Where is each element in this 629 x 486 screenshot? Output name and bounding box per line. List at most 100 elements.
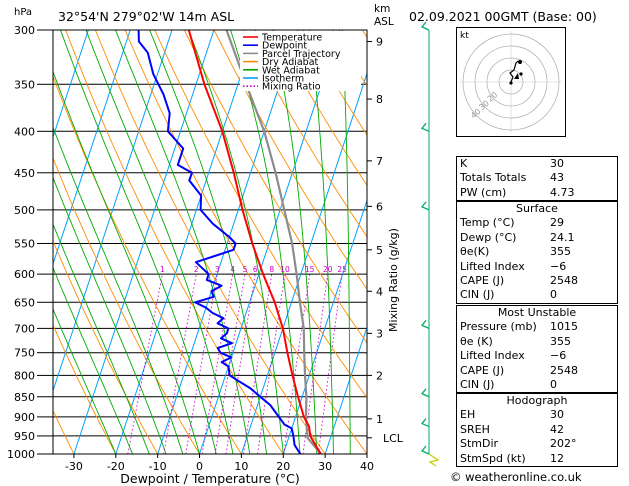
mixing-ratio-line	[225, 274, 256, 454]
most-unstable-title: Most Unstable	[497, 306, 577, 319]
index-label: PW (cm)	[460, 185, 507, 199]
surface-label: θe(K)	[460, 245, 490, 259]
mixing-ratio-line	[243, 274, 273, 454]
x-tick-label: 10	[234, 460, 248, 473]
x-tick-label: -10	[149, 460, 167, 473]
hodo-row: StmSpd (kt) 12	[457, 452, 617, 466]
wet-adiabat-line	[341, 30, 351, 454]
storm-motion-arrow	[514, 73, 519, 79]
mu-label: Lifted Index	[460, 349, 525, 363]
hodo-label: StmDir	[460, 437, 499, 451]
hodo-value: 12	[550, 451, 564, 465]
hodograph-point	[519, 72, 523, 76]
surface-value: 2548	[550, 273, 578, 287]
axes: 3003504004505005506006507007508008509009…	[7, 24, 404, 473]
pressure-tick-label: 600	[14, 268, 35, 281]
x-tick-label: 0	[196, 460, 203, 473]
mixing-ratio-tick-label: 25	[337, 265, 347, 274]
legend-background	[240, 31, 361, 91]
wet-adiabat-line	[85, 30, 234, 454]
wet-adiabat-line	[309, 30, 334, 454]
surface-label: CIN (J)	[460, 288, 495, 302]
isotherm-line	[157, 30, 299, 454]
wind-barb	[420, 418, 430, 428]
index-row: PW (cm) 4.73	[457, 186, 617, 200]
index-value: 4.73	[550, 185, 575, 199]
wet-adiabat-line	[53, 266, 133, 454]
dry-adiabat-line	[94, 30, 326, 454]
dry-adiabat-line	[273, 30, 367, 187]
mixing-ratio-line	[127, 274, 163, 454]
asl-label: ASL	[374, 16, 394, 28]
wet-adiabat-line	[271, 30, 318, 454]
surface-label: Temp (°C)	[460, 216, 515, 230]
plot-frame	[52, 29, 368, 455]
isotherm-line	[199, 30, 341, 454]
mixing-ratio-tick-label: 3	[215, 265, 220, 274]
isotherm-line	[240, 72, 367, 454]
mixing-ratio-line	[214, 274, 246, 454]
mixing-ratio-tick-label: 15	[305, 265, 315, 274]
x-tick-label: 40	[360, 460, 374, 473]
dewpoint-line	[137, 30, 302, 454]
mixing-ratio-line	[283, 274, 311, 454]
x-tick-label: 20	[276, 460, 290, 473]
dry-adiabat-line	[243, 30, 367, 238]
hodograph-table-title: Hodograph	[506, 394, 568, 407]
wind-barbs	[420, 21, 440, 467]
km-label: km	[374, 3, 391, 15]
surface-value: −6	[550, 259, 567, 273]
index-value: 30	[550, 157, 564, 170]
mixing-ratio-tick-label: 8	[269, 265, 274, 274]
mixing-ratio-tick-label: 2	[194, 265, 199, 274]
mu-row: CIN (J) 0	[457, 378, 617, 392]
wind-barb	[420, 201, 430, 211]
km-tick-label: 6	[376, 200, 383, 213]
surface-label: CAPE (J)	[460, 273, 505, 287]
wet-adiabat-line	[53, 307, 117, 454]
mu-value: 2548	[550, 363, 578, 377]
km-tick-label: 1	[376, 413, 383, 426]
wind-barb	[420, 388, 430, 398]
mixing-ratio-line	[257, 274, 286, 454]
km-tick-label: 9	[376, 36, 383, 49]
temperature-line	[187, 30, 322, 454]
hodograph-point	[518, 60, 522, 64]
pressure-tick-label: 750	[14, 347, 35, 360]
mu-value: −6	[550, 349, 567, 363]
mixing-ratio-tick-label: 6	[253, 265, 258, 274]
dry-adiabat-line	[53, 239, 159, 454]
km-tick-label: 7	[376, 155, 383, 168]
isotherm-line	[73, 30, 215, 454]
index-row: Totals Totals 43	[457, 171, 617, 185]
pressure-tick-label: 500	[14, 204, 35, 217]
mixing-ratio-tick-label: 20	[323, 265, 333, 274]
dry-adiabat-line	[154, 30, 367, 399]
dry-adiabat-line	[53, 323, 117, 454]
km-tick-label: 2	[376, 369, 383, 382]
datetime-title: 02.09.2021 00GMT (Base: 00)	[409, 9, 597, 24]
isotherm-line	[53, 30, 89, 139]
mu-label: CAPE (J)	[460, 363, 505, 377]
mixing-ratio-tick-label: 5	[243, 265, 248, 274]
dry-adiabat-line	[65, 30, 284, 454]
surface-row: Dewp (°C) 24.1	[457, 231, 617, 245]
mu-row: CAPE (J) 2548	[457, 364, 617, 378]
wind-barb	[420, 319, 430, 329]
surface-table: Surface Temp (°C) 29 Dewp (°C) 24.1 θe(K) 3…	[456, 201, 618, 304]
pressure-tick-label: 850	[14, 391, 35, 404]
indices-table: K 30 Totals Totals 43 PW (cm) 4.73	[456, 156, 618, 202]
mixing-ratio-line	[317, 274, 343, 454]
wet-adiabat-line	[230, 30, 301, 454]
mu-row: Lifted Index −6	[457, 349, 617, 363]
dry-adiabat-line	[213, 30, 367, 290]
hodo-label: StmSpd (kt)	[460, 451, 526, 465]
hodo-label: SREH	[460, 422, 490, 436]
pressure-tick-label: 700	[14, 322, 35, 335]
km-tick-label: 5	[376, 244, 383, 257]
isotherm-line	[53, 30, 173, 393]
wet-adiabat-line	[53, 70, 200, 454]
surface-label: Lifted Index	[460, 259, 525, 273]
pressure-tick-label: 300	[14, 24, 35, 37]
